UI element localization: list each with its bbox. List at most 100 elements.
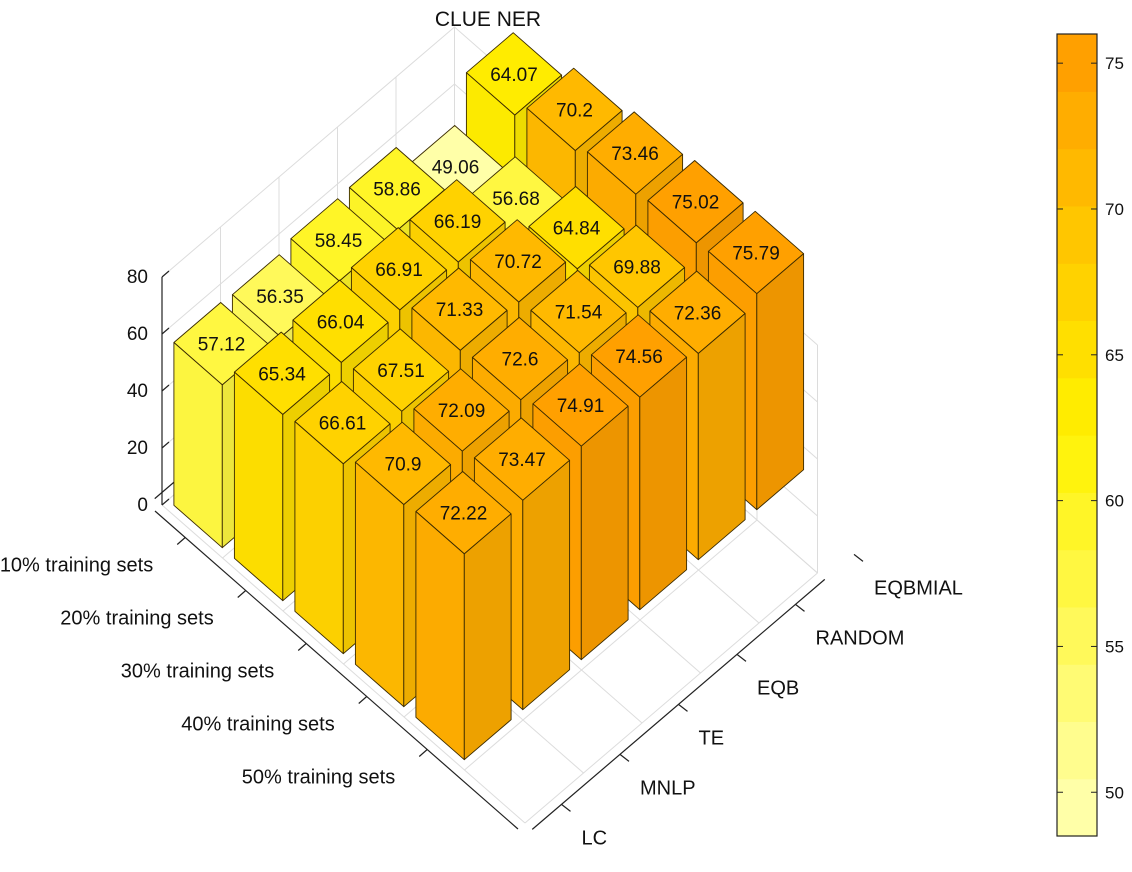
colorbar-band <box>1057 91 1097 150</box>
bar-value-label: 64.07 <box>490 65 538 86</box>
colorbar-band <box>1057 34 1097 92</box>
row-tick-mark <box>237 590 247 598</box>
z-tick-label: 40 <box>127 381 148 402</box>
bar-right-face <box>522 459 571 711</box>
bar-value-label: 56.68 <box>492 189 540 210</box>
label-layer: 64.07 49.06 70.2 58.86 56.68 73.46 58.45 66.19 6… <box>198 65 780 525</box>
bar-value-label: 66.61 <box>319 414 367 435</box>
grid-line-floor <box>524 572 818 824</box>
colorbar-tick-label: 65 <box>1105 346 1124 365</box>
row-label: 10% training sets <box>0 555 153 577</box>
colorbar-tick-label: 50 <box>1105 783 1124 802</box>
bar-right-face <box>697 313 746 561</box>
bar-right-face <box>639 356 688 611</box>
z-tick-label: 60 <box>127 324 148 345</box>
row-tick-mark <box>297 643 307 651</box>
bar-right-face <box>580 405 629 661</box>
z-tick-mark <box>161 441 170 449</box>
z-tick-mark <box>161 384 170 392</box>
bar-value-label: 65.34 <box>258 364 306 385</box>
bar-value-label: 73.46 <box>611 144 659 165</box>
bar-value-label: 70.72 <box>494 252 542 273</box>
colorbar-band <box>1057 606 1097 665</box>
column-tick-mark <box>853 553 864 562</box>
axis-layer: 0 20 40 60 80 10% training sets 20% training s… <box>0 248 963 849</box>
colorbar-band <box>1057 664 1097 722</box>
colorbar-band <box>1057 492 1097 551</box>
bar-value-label: 69.88 <box>613 257 661 278</box>
column-label: MNLP <box>640 777 696 799</box>
colorbar-tick-label: 60 <box>1105 492 1124 511</box>
bar-value-label: 71.33 <box>436 300 484 321</box>
colorbar-band <box>1057 377 1097 436</box>
bar <box>415 471 512 761</box>
colorbar-band <box>1057 205 1097 264</box>
bar-value-label: 73.47 <box>498 450 546 471</box>
colorbar-band <box>1057 778 1097 837</box>
bar-value-label: 58.45 <box>315 231 363 252</box>
column-tick-mark <box>736 653 747 662</box>
bar-value-label: 49.06 <box>432 158 480 179</box>
row-tick-mark <box>358 696 368 704</box>
grid-line-floor <box>464 519 758 771</box>
colorbar-band <box>1057 435 1097 493</box>
bar-value-label: 71.54 <box>555 303 603 324</box>
colorbar: 50 55 60 65 70 75 <box>1056 33 1124 837</box>
colorbar-band <box>1057 721 1097 780</box>
colorbar-band <box>1057 148 1097 207</box>
z-tick-label: 0 <box>137 495 148 516</box>
row-tick-mark <box>176 537 186 545</box>
bar-right-face <box>756 253 805 511</box>
row-label: 30% training sets <box>121 661 274 683</box>
bar-value-label: 72.09 <box>438 401 486 422</box>
colorbar-band <box>1057 320 1097 379</box>
row-tick-mark <box>418 749 428 757</box>
colorbar-band <box>1057 549 1097 608</box>
row-label: 50% training sets <box>242 767 395 789</box>
colorbar-tick-label: 75 <box>1105 54 1124 73</box>
bar-value-label: 75.02 <box>672 193 720 214</box>
bar-value-label: 72.6 <box>502 350 539 371</box>
column-label: LC <box>582 827 608 849</box>
bar-value-label: 58.86 <box>373 180 421 201</box>
bar-value-label: 57.12 <box>198 335 246 356</box>
bar-left-face <box>415 511 465 761</box>
row-label: 40% training sets <box>181 714 334 736</box>
bar-value-label: 74.91 <box>557 396 605 417</box>
column-tick-mark <box>678 703 688 712</box>
z-tick-mark <box>161 498 170 506</box>
column-label: RANDOM <box>816 627 905 649</box>
bar-value-label: 74.56 <box>615 347 663 368</box>
colorbar-tick-label: 55 <box>1105 637 1124 656</box>
front-left-axis-line <box>154 510 519 830</box>
chart-title: CLUE NER <box>435 8 541 31</box>
z-tick-mark <box>161 270 170 278</box>
colorbar-frame <box>1056 33 1098 837</box>
bar-value-label: 56.35 <box>256 287 304 308</box>
column-label: EQBMIAL <box>874 577 963 599</box>
z-tick-label: 80 <box>127 267 148 288</box>
bar-value-label: 66.04 <box>317 312 365 333</box>
bar-value-label: 70.9 <box>385 454 422 475</box>
bar-value-label: 67.51 <box>377 361 425 382</box>
colorbar-tick-label: 70 <box>1105 200 1124 219</box>
bar-right-face <box>463 513 512 761</box>
z-tick-label: 20 <box>127 438 148 459</box>
z-tick-mark <box>161 327 170 335</box>
bar-value-label: 66.91 <box>375 260 423 281</box>
bar-layer <box>173 32 805 761</box>
column-tick-mark <box>561 803 571 812</box>
bar-value-label: 72.36 <box>674 303 722 324</box>
bar-value-label: 75.79 <box>732 243 780 264</box>
bar-value-label: 72.22 <box>440 504 488 525</box>
row-label: 20% training sets <box>60 608 213 630</box>
bar-value-label: 66.19 <box>434 212 482 233</box>
bar-left-face <box>354 461 405 708</box>
bar-value-label: 64.84 <box>553 219 601 240</box>
column-tick-mark <box>619 753 630 762</box>
column-label: EQB <box>757 677 799 699</box>
colorbar-band <box>1057 263 1097 321</box>
bar-value-label: 70.2 <box>556 100 593 121</box>
